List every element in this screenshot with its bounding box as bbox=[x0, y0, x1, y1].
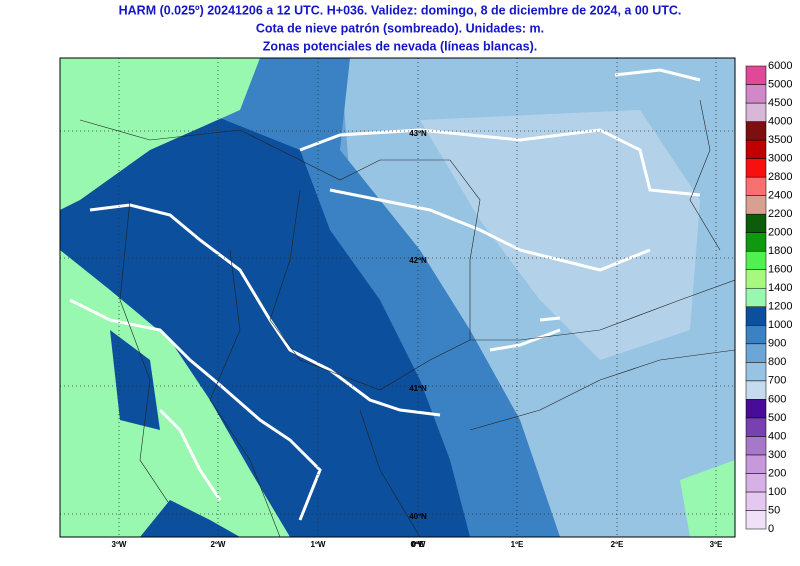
colorbar-label: 600 bbox=[768, 393, 786, 405]
colorbar-label: 400 bbox=[768, 430, 786, 442]
map-frame bbox=[59, 57, 736, 538]
colorbar-label: 1600 bbox=[768, 264, 792, 276]
colorbar-swatch bbox=[745, 287, 767, 308]
colorbar-swatch bbox=[745, 213, 767, 233]
colorbar-label: 0 bbox=[768, 523, 774, 535]
colorbar-swatch bbox=[745, 84, 767, 104]
title-line: Zonas potenciales de nevada (líneas blan… bbox=[263, 39, 537, 53]
colorbar-label: 3000 bbox=[768, 153, 792, 165]
lon-label: 1ºW bbox=[311, 540, 326, 549]
colorbar-label: 2200 bbox=[768, 208, 792, 220]
colorbar-label: 1200 bbox=[768, 301, 792, 313]
colorbar-swatch bbox=[745, 139, 767, 159]
colorbar-swatch bbox=[745, 232, 767, 252]
lon-label: 3ºW bbox=[112, 540, 127, 549]
colorbar-label: 1800 bbox=[768, 245, 792, 257]
colorbar-label: 2800 bbox=[768, 171, 792, 183]
lat-label: 40ºN bbox=[409, 512, 427, 521]
lon-label: 2ºW bbox=[211, 540, 226, 549]
colorbar-label: 100 bbox=[768, 486, 786, 498]
colorbar-swatch bbox=[745, 417, 767, 437]
colorbar-swatch bbox=[745, 362, 767, 382]
colorbar-swatch bbox=[745, 510, 767, 530]
lat-label: 41ºN bbox=[409, 384, 427, 393]
lat-label: 42ºN bbox=[409, 256, 427, 265]
colorbar-label: 800 bbox=[768, 356, 786, 368]
colorbar-swatch bbox=[745, 399, 767, 419]
colorbar-swatch bbox=[745, 269, 767, 289]
lon-label: 1ºE bbox=[511, 540, 524, 549]
colorbar-swatch bbox=[745, 195, 767, 215]
colorbar-swatch bbox=[745, 158, 767, 178]
colorbar-swatch bbox=[745, 473, 767, 493]
colorbar-swatch bbox=[745, 454, 767, 474]
lon-label: 0ºW bbox=[411, 540, 426, 549]
colorbar-label: 1000 bbox=[768, 319, 792, 331]
colorbar-swatch bbox=[745, 436, 767, 456]
colorbar-label: 50 bbox=[768, 504, 780, 516]
title-line: Cota de nieve patrón (sombreado). Unidad… bbox=[256, 21, 544, 35]
colorbar-label: 1400 bbox=[768, 282, 792, 294]
colorbar-swatch bbox=[745, 491, 767, 511]
map bbox=[60, 58, 735, 537]
lat-label: 43ºN bbox=[409, 129, 427, 138]
colorbar-swatch bbox=[745, 102, 767, 122]
colorbar-label: 4000 bbox=[768, 115, 792, 127]
colorbar-swatch bbox=[745, 250, 767, 270]
colorbar-swatch bbox=[745, 325, 767, 345]
colorbar-label: 900 bbox=[768, 338, 786, 350]
colorbar-label: 700 bbox=[768, 375, 786, 387]
colorbar-swatch bbox=[745, 380, 767, 400]
colorbar-label: 4500 bbox=[768, 97, 792, 109]
colorbar-swatch bbox=[745, 306, 767, 326]
colorbar-label: 2400 bbox=[768, 190, 792, 202]
colorbar-swatch bbox=[745, 121, 767, 141]
colorbar-label: 300 bbox=[768, 449, 786, 461]
lon-label: 0ºE bbox=[412, 540, 425, 549]
colorbar-label: 5000 bbox=[768, 78, 792, 90]
colorbar-swatch bbox=[745, 343, 767, 363]
colorbar-label: 6000 bbox=[768, 60, 792, 72]
colorbar-label: 500 bbox=[768, 412, 786, 424]
colorbar-swatch bbox=[745, 176, 767, 196]
colorbar-swatch bbox=[745, 65, 767, 85]
lon-label: 3ºE bbox=[710, 540, 723, 549]
title-line: HARM (0.025º) 20241206 a 12 UTC. H+036. … bbox=[119, 3, 682, 17]
colorbar-label: 2000 bbox=[768, 227, 792, 239]
lon-label: 2ºE bbox=[611, 540, 624, 549]
colorbar-label: 3500 bbox=[768, 134, 792, 146]
colorbar-label: 200 bbox=[768, 467, 786, 479]
